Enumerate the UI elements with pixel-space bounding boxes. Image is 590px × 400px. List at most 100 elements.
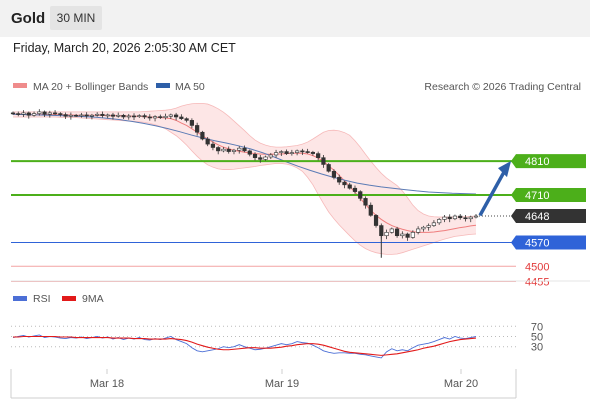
resistance-label-box-1	[511, 188, 586, 202]
x-tick-label-0: Mar 18	[90, 378, 124, 390]
candle-body	[295, 150, 300, 153]
x-tick-label-1: Mar 19	[265, 378, 299, 390]
forecast-arrow-head	[498, 161, 511, 178]
candle-body	[37, 111, 42, 114]
bb-upper-line	[13, 102, 477, 218]
candle	[79, 112, 84, 118]
rsi-tick-label-0: 70	[531, 321, 543, 333]
candle	[326, 163, 331, 173]
candle-body	[289, 152, 294, 154]
rsi-ma-line	[13, 335, 477, 356]
candle-body	[189, 120, 194, 126]
candle	[110, 112, 116, 120]
candle-body	[195, 125, 200, 133]
candle-body	[347, 184, 352, 189]
candle-body	[216, 147, 221, 152]
candle	[447, 214, 452, 223]
candle	[174, 112, 179, 121]
candle	[405, 232, 410, 241]
price-pane: 4810 4710 4648 4570 4500 4455	[10, 102, 586, 289]
ma50-legend-label: MA 50	[175, 81, 205, 93]
candle-body	[200, 131, 205, 140]
candle-body	[52, 112, 58, 115]
candle-body	[384, 232, 389, 237]
candle	[242, 145, 247, 153]
candle	[268, 152, 273, 160]
candle	[216, 146, 221, 155]
candle	[468, 215, 473, 223]
candle-body	[116, 114, 121, 117]
candle	[105, 113, 110, 119]
candle	[95, 112, 100, 117]
candle-body	[447, 216, 452, 220]
candle-body	[205, 138, 210, 145]
candle-body	[168, 114, 173, 117]
candle-body	[273, 152, 279, 156]
candle-body	[389, 228, 394, 233]
candle-body	[358, 191, 363, 199]
candle	[147, 114, 152, 121]
candle-body	[152, 116, 158, 119]
candle-body	[458, 215, 463, 219]
candle-body	[74, 114, 79, 117]
candle	[300, 148, 305, 155]
candle-body	[416, 228, 421, 233]
candle-body	[421, 226, 426, 230]
candle	[10, 111, 16, 115]
rsi-line	[12, 334, 477, 359]
candle-body	[437, 219, 442, 224]
candle	[442, 215, 447, 223]
candle-body	[379, 225, 384, 237]
candle	[463, 215, 468, 222]
candle-body	[147, 116, 152, 119]
candle	[163, 113, 168, 120]
candle	[247, 149, 252, 157]
candle	[68, 112, 73, 120]
candle-body	[405, 233, 410, 238]
candle	[189, 118, 194, 129]
candle	[152, 115, 158, 122]
candle-body	[252, 153, 258, 158]
x-tick-label-2: Mar 20	[444, 378, 478, 390]
candle-body	[179, 116, 184, 119]
candle	[179, 114, 184, 121]
timeframe-button[interactable]: 30 MIN	[50, 6, 102, 30]
candle	[52, 110, 58, 115]
candle-body	[431, 222, 437, 226]
candle	[295, 149, 300, 156]
bb-lower-line	[13, 116, 477, 255]
candle-body	[174, 114, 179, 118]
candle-body	[79, 114, 84, 117]
rsi-tick-label-2: 30	[531, 342, 543, 354]
candle	[131, 113, 137, 121]
rsi-ma-legend-label: 9MA	[82, 293, 104, 305]
candle-body	[373, 215, 379, 226]
candle-body	[105, 114, 110, 117]
candle-body	[163, 115, 168, 118]
level-label-2: 4648	[525, 211, 549, 223]
candle	[84, 112, 89, 119]
candle-body	[368, 204, 373, 216]
symbol-title: Gold	[11, 10, 46, 27]
candle	[16, 111, 21, 117]
candle	[347, 182, 352, 190]
candle	[116, 112, 121, 118]
candle-body	[400, 233, 405, 237]
candle	[452, 214, 458, 221]
candle-body	[321, 157, 326, 165]
candle-body	[263, 156, 268, 160]
candle	[258, 154, 263, 163]
candle-body	[337, 177, 342, 183]
ma50-legend-swatch	[156, 83, 170, 88]
legend: MA 20 + Bollinger Bands MA 50 Research ©…	[13, 81, 581, 93]
candle-body	[300, 150, 305, 153]
candle	[473, 214, 479, 219]
candle-body	[258, 157, 263, 160]
candle-body	[21, 112, 26, 115]
x-axis: Mar 18 Mar 19 Mar 20	[10, 369, 517, 399]
candle	[416, 226, 421, 235]
candle	[221, 147, 226, 153]
candle-body	[279, 151, 284, 153]
candle-body	[268, 154, 273, 158]
